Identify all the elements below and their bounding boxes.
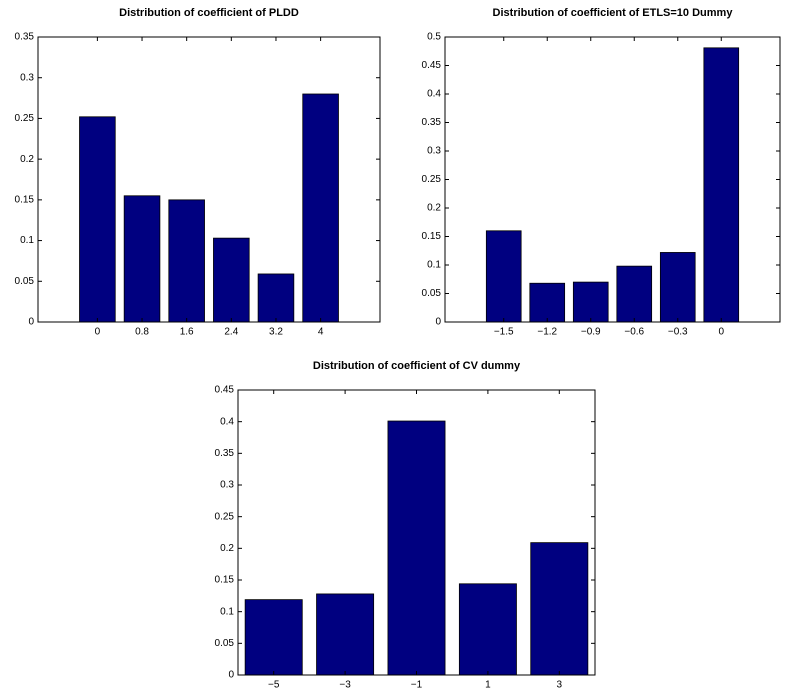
x-tick-label: 3.2 bbox=[269, 327, 283, 338]
y-tick-label: 0.1 bbox=[427, 260, 441, 271]
x-tick-label: −0.3 bbox=[668, 327, 688, 338]
y-tick-label: 0.15 bbox=[422, 231, 442, 242]
y-tick-label: 0.45 bbox=[422, 60, 442, 71]
x-tick-label: −1.5 bbox=[494, 327, 514, 338]
y-tick-label: 0 bbox=[435, 317, 441, 328]
y-tick-label: 0.4 bbox=[427, 89, 441, 100]
x-tick-label: 3 bbox=[557, 680, 563, 688]
bar bbox=[485, 230, 522, 323]
plot-frame bbox=[444, 36, 781, 323]
y-tick-label: 0.2 bbox=[220, 543, 234, 554]
bar bbox=[123, 195, 161, 323]
y-tick-label: 0.45 bbox=[215, 385, 235, 396]
y-tick-label: 0.05 bbox=[422, 288, 442, 299]
y-tick-label: 0.2 bbox=[427, 203, 441, 214]
bar bbox=[213, 237, 250, 323]
x-tick-label: 0.8 bbox=[135, 327, 149, 338]
y-tick-label: 0.05 bbox=[15, 276, 35, 287]
bar bbox=[703, 47, 740, 323]
bar bbox=[387, 420, 446, 676]
x-tick-label: 1 bbox=[485, 680, 491, 688]
y-tick-label: 0.35 bbox=[422, 117, 442, 128]
bar bbox=[572, 281, 609, 323]
y-tick-label: 0 bbox=[28, 317, 34, 328]
chart-title: Distribution of coefficient of ETLS=10 D… bbox=[493, 7, 734, 19]
bar bbox=[659, 252, 696, 323]
y-tick-label: 0.4 bbox=[220, 416, 234, 427]
x-tick-label: −3 bbox=[339, 680, 351, 688]
x-tick-label: 4 bbox=[318, 327, 324, 338]
y-tick-label: 0.3 bbox=[220, 480, 234, 491]
y-tick-label: 0 bbox=[228, 670, 234, 681]
bar bbox=[244, 599, 303, 676]
y-tick-label: 0.15 bbox=[15, 194, 35, 205]
y-tick-label: 0.1 bbox=[220, 606, 234, 617]
x-tick-label: 0 bbox=[718, 327, 724, 338]
bar bbox=[530, 542, 589, 676]
bar bbox=[168, 199, 205, 323]
x-tick-label: −0.9 bbox=[581, 327, 601, 338]
x-tick-label: −1 bbox=[411, 680, 423, 688]
chart-title: Distribution of coefficient of CV dummy bbox=[313, 360, 521, 372]
y-tick-label: 0.2 bbox=[20, 154, 34, 165]
x-tick-label: 0 bbox=[95, 327, 101, 338]
bar bbox=[616, 265, 653, 323]
y-tick-label: 0.15 bbox=[215, 575, 235, 586]
x-tick-label: −0.6 bbox=[624, 327, 644, 338]
x-tick-label: 1.6 bbox=[180, 327, 194, 338]
y-tick-label: 0.25 bbox=[215, 511, 235, 522]
y-tick-label: 0.3 bbox=[20, 72, 34, 83]
y-tick-label: 0.25 bbox=[15, 113, 35, 124]
y-tick-label: 0.5 bbox=[427, 32, 441, 43]
plot-frame bbox=[237, 389, 596, 676]
bar bbox=[302, 93, 339, 323]
plot-frame bbox=[37, 36, 381, 323]
x-tick-label: 2.4 bbox=[224, 327, 238, 338]
y-tick-label: 0.25 bbox=[422, 174, 442, 185]
y-tick-label: 0.35 bbox=[215, 448, 235, 459]
bar bbox=[458, 583, 517, 676]
bar bbox=[79, 116, 116, 323]
bar bbox=[257, 273, 295, 323]
bar bbox=[316, 593, 375, 676]
bar bbox=[529, 282, 566, 323]
y-tick-label: 0.35 bbox=[15, 32, 35, 43]
y-tick-label: 0.05 bbox=[215, 638, 235, 649]
y-tick-label: 0.3 bbox=[427, 146, 441, 157]
y-tick-label: 0.1 bbox=[20, 235, 34, 246]
x-tick-label: −5 bbox=[268, 680, 280, 688]
chart-title: Distribution of coefficient of PLDD bbox=[119, 7, 299, 19]
x-tick-label: −1.2 bbox=[537, 327, 557, 338]
